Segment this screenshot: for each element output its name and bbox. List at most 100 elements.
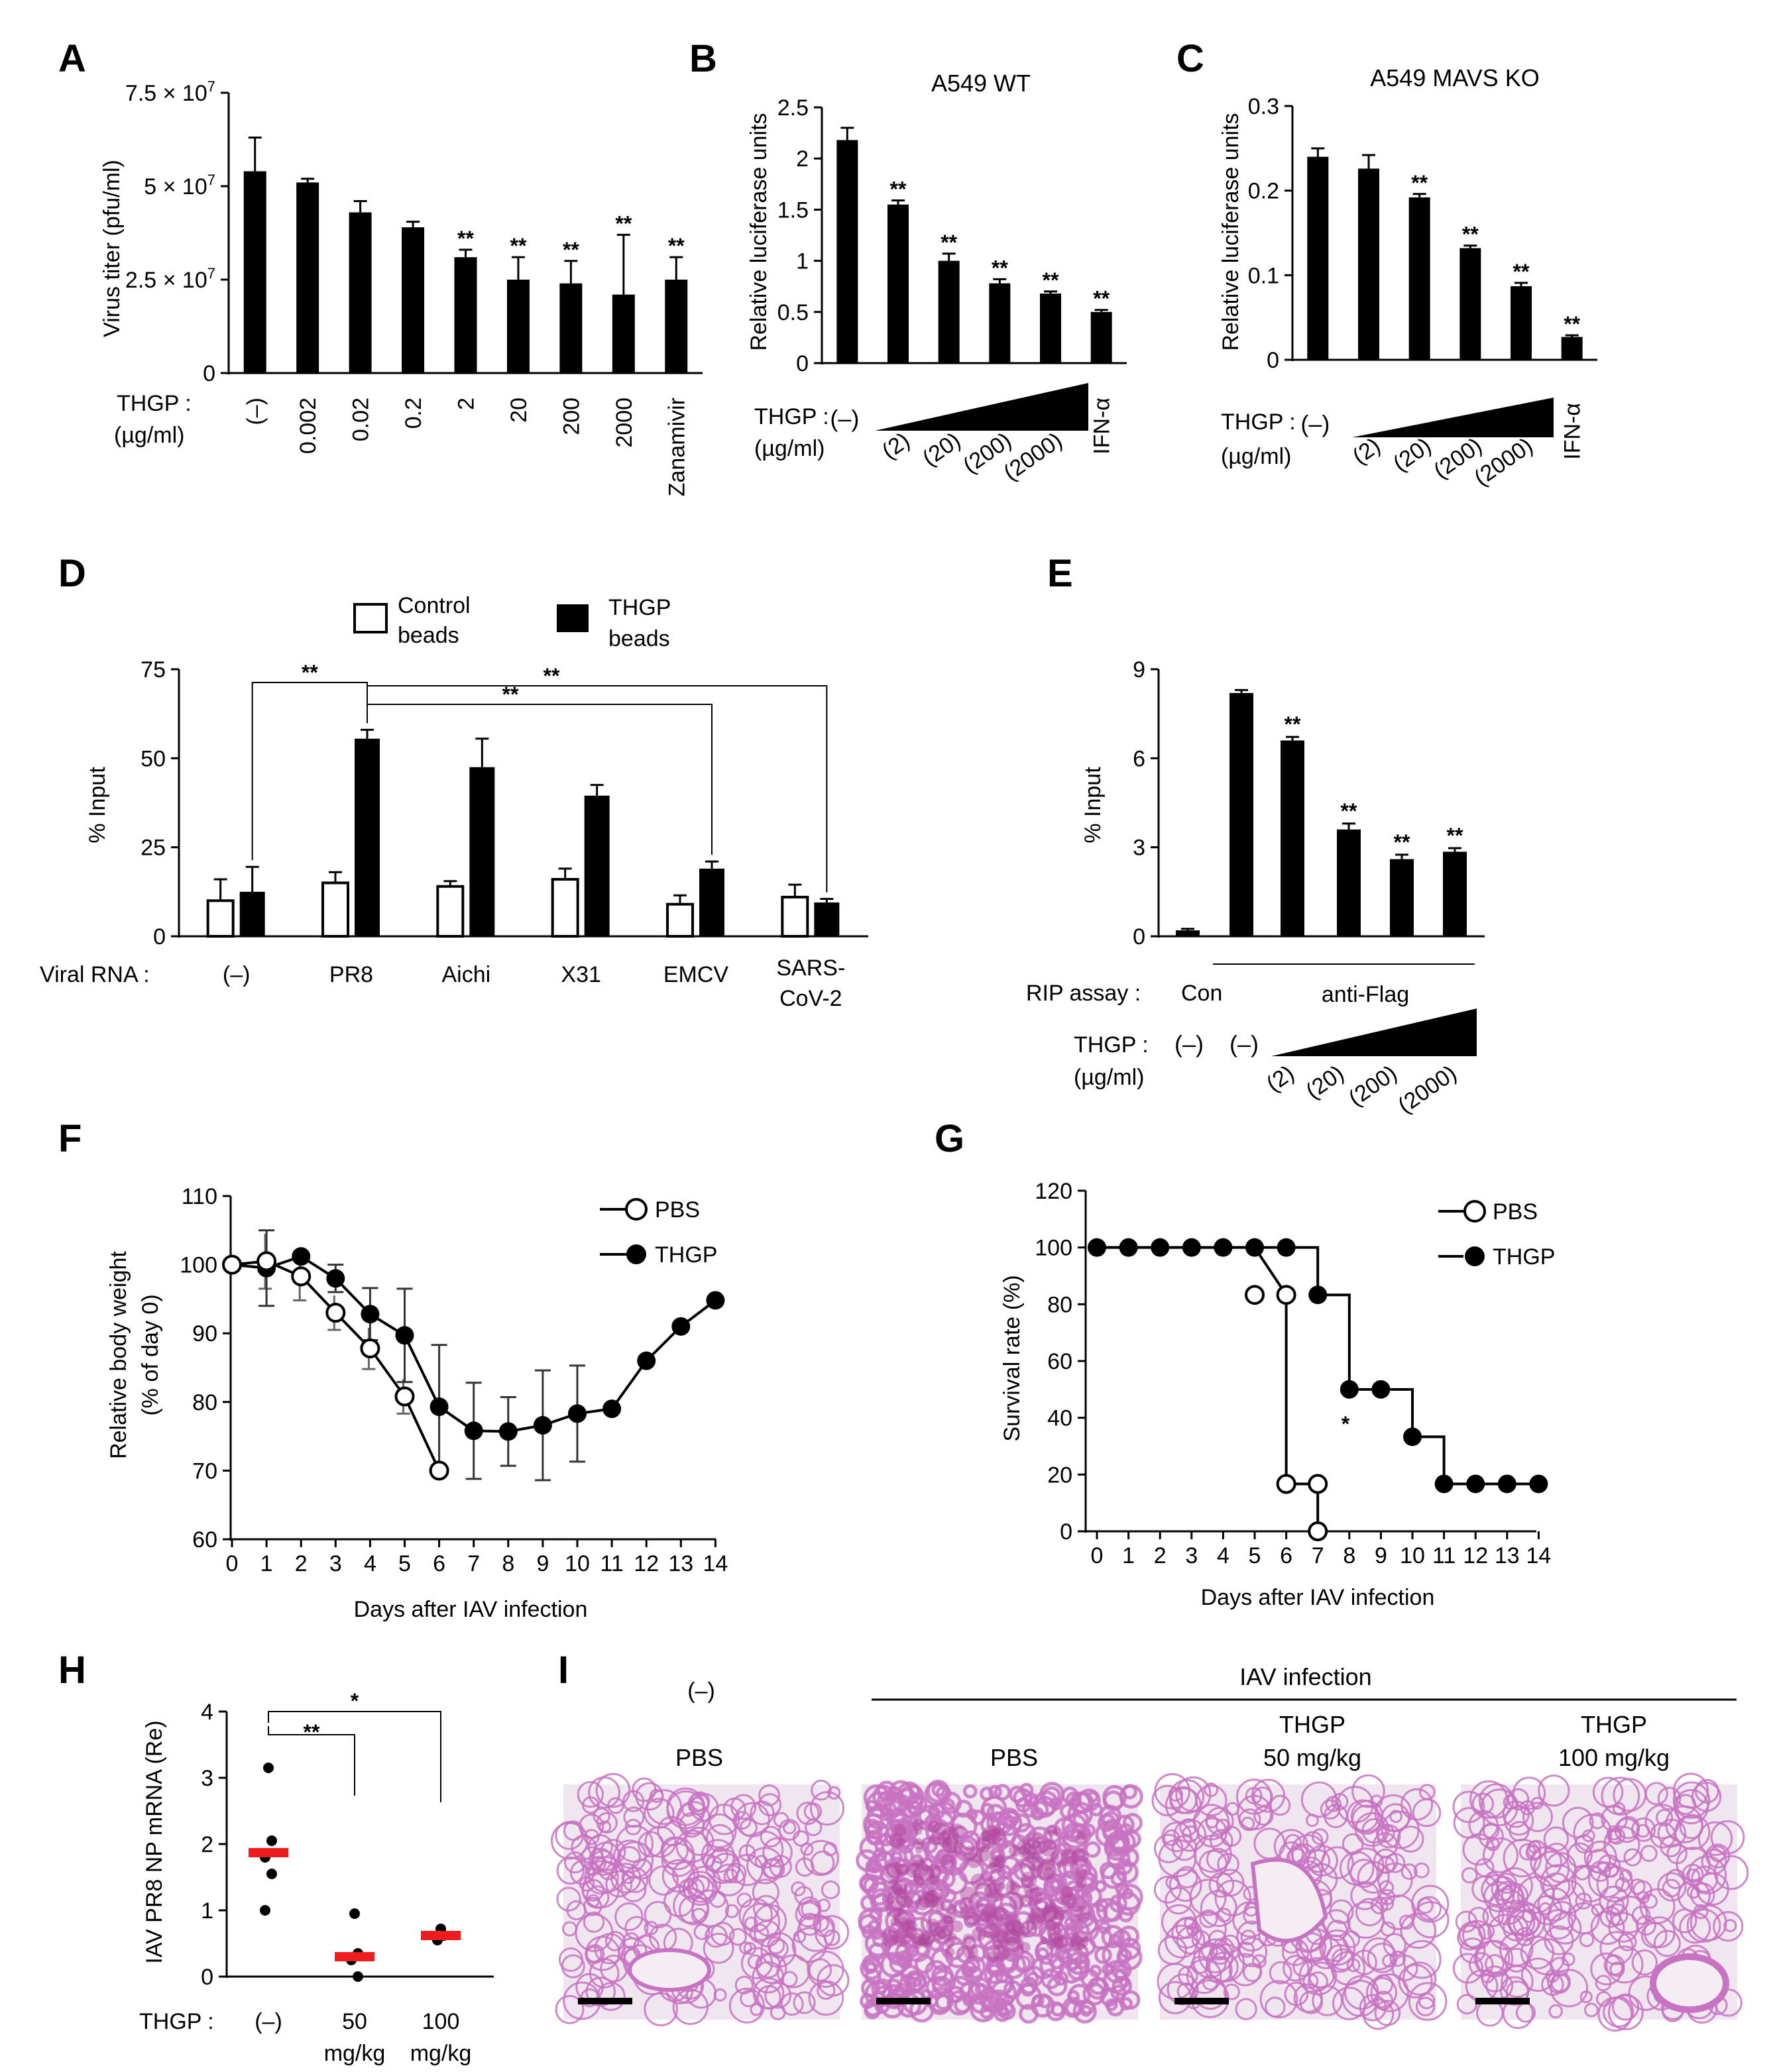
panel-i-infiltrate	[919, 1866, 935, 1882]
panel-i-infiltrate	[1035, 1863, 1054, 1881]
panel-i-infiltrate	[944, 1947, 955, 1957]
panel-i-alveolus	[1709, 1845, 1727, 1863]
panel-b-bars: ** ** ** ** **	[822, 127, 1127, 364]
panel-i-alveolus	[1398, 1963, 1433, 1998]
panel-i-infiltrate	[975, 1837, 992, 1853]
x-tick-label: 14	[703, 1551, 728, 1576]
panel-i-infiltrate	[990, 1888, 1003, 1902]
panel-i-alveolus	[589, 1847, 613, 1872]
panel-i-alveolus	[1674, 1789, 1709, 1825]
panel-i-alveolus	[1590, 1910, 1625, 1945]
panel-d-xtick: X31	[561, 962, 601, 987]
panel-i-infiltrate	[1040, 1936, 1048, 1945]
panel-i-alveolus	[1686, 1884, 1701, 1899]
x-tick-label: 11	[600, 1551, 623, 1576]
panel-i-alveolus	[1366, 1977, 1397, 2008]
panel-f-pbs-point	[257, 1251, 277, 1272]
panel-i-alveolus	[1023, 1792, 1039, 1808]
panel-i-alveolus	[701, 1839, 735, 1873]
panel-i-alveolus	[1198, 1938, 1233, 1974]
panel-b-bar	[836, 140, 858, 363]
panel-a-sig: **	[510, 234, 526, 258]
panel-i-infiltrate	[917, 1933, 930, 1946]
panel-i-alveolus	[1370, 1973, 1409, 2012]
x-tick-label: 12	[634, 1551, 659, 1576]
panel-a-xtick: 2000	[612, 398, 637, 448]
y-tick-label: 0	[796, 351, 809, 376]
panel-c-bar	[1561, 337, 1583, 360]
panel-i-alveolus	[767, 1936, 785, 1955]
panel-i-alveolus	[1101, 1924, 1125, 1949]
x-tick-label: 2	[1154, 1543, 1167, 1568]
panel-g-ylabel: Survival rate (%)	[1000, 1275, 1025, 1441]
panel-f-thgp-point	[361, 1305, 380, 1324]
panel-i-alveolus	[1001, 1939, 1025, 1963]
panel-f-thgp-point	[637, 1351, 656, 1370]
x-tick-label: 10	[565, 1551, 590, 1576]
y-tick-label: 5 × 107	[144, 172, 215, 199]
panel-i-alveolus	[932, 1925, 952, 1945]
panel-i-alveolus	[1615, 1877, 1630, 1892]
panel-i-infiltrate	[995, 1930, 1009, 1944]
panel-i-alveolus	[1067, 1958, 1090, 1981]
panel-i-alveolus	[980, 2005, 994, 2019]
panel-i-alveolus	[1573, 1814, 1613, 1853]
panel-d-yticks: 0 25 50 75	[141, 657, 180, 950]
panel-i-caption-2: PBS	[990, 1744, 1038, 1771]
panel-i-alveolus	[891, 1829, 912, 1851]
y-tick-label: 1	[796, 249, 809, 274]
panel-c-yticks: 0 0.1 0.2 0.3	[1248, 94, 1294, 373]
panel-i-alveolus	[1408, 1982, 1448, 2021]
panel-i-alveolus	[880, 1863, 900, 1884]
panel-i-alveolus	[1308, 1971, 1328, 1992]
panel-i-infiltrate	[914, 1827, 923, 1835]
panel-i: I (–) IAV infection PBS PBS THGP 50 mg/k…	[551, 1649, 1749, 2032]
panel-i-alveolus	[593, 1807, 610, 1825]
panel-i-alveolus	[1400, 1788, 1434, 1821]
panel-i-alveolus	[1299, 1990, 1324, 2014]
panel-b-xtick: (2000)	[999, 427, 1066, 485]
panel-i-infiltrate	[915, 1896, 930, 1911]
panel-i-alveolus	[1571, 1865, 1609, 1903]
panel-i-alveolus	[810, 1791, 844, 1826]
panel-d-thgp-bar	[814, 902, 840, 936]
panel-i-alveolus	[1597, 1996, 1633, 2032]
panel-i-infiltrate	[919, 1934, 933, 1948]
panel-i-infiltrate	[976, 1901, 984, 1910]
panel-i-infiltrate	[959, 1904, 976, 1920]
x-tick-label: 8	[1343, 1543, 1355, 1568]
panel-i-infiltrate	[993, 1939, 1003, 1950]
panel-i-infiltrate	[984, 1882, 1000, 1898]
panel-i-alveolus	[1517, 1876, 1555, 1914]
panel-i-alveolus	[1055, 1945, 1070, 1961]
panel-b-bar	[887, 204, 909, 363]
panel-i-infiltrate	[904, 1926, 918, 1939]
y-tick-label: 20	[1047, 1462, 1072, 1488]
panel-e-rip-antiflag: anti-Flag	[1322, 982, 1409, 1007]
panel-h-xtick-units: mg/kg	[324, 2041, 386, 2066]
panel-h-point	[349, 1908, 360, 1919]
panel-i-alveolus	[1485, 1954, 1505, 1974]
panel-i-alveolus	[1497, 1884, 1525, 1913]
panel-d-bracket	[367, 704, 713, 855]
panel-i-alveolus	[1051, 2002, 1065, 2017]
panel-i-alveolus	[773, 1812, 789, 1828]
y-tick-label: 100	[180, 1253, 217, 1278]
panel-i-alveolus	[1104, 1835, 1130, 1861]
panel-i-infiltrate	[929, 1874, 939, 1884]
panel-i-alveolus	[1686, 1908, 1721, 1943]
panel-i-alveolus	[711, 1922, 735, 1946]
panel-h-bracket	[268, 1726, 355, 1796]
y-tick-label: 6	[1133, 746, 1145, 771]
y-tick-label: 80	[192, 1390, 217, 1415]
panel-i-infiltrate	[1029, 1865, 1037, 1873]
panel-i-alveolus	[1098, 1921, 1112, 1935]
panel-i-infiltrate	[906, 1863, 921, 1879]
panel-i-alveolus	[1402, 1961, 1437, 1996]
panel-i-alveolus	[897, 1781, 921, 1806]
panel-d-legend-control-1: Control	[398, 593, 471, 618]
panel-i-alveolus	[1326, 1944, 1355, 1973]
panel-d-thgp-bar	[469, 767, 495, 936]
panel-a-xtick: 0.02	[349, 398, 374, 441]
panel-i-alveolus	[1672, 1772, 1709, 1809]
